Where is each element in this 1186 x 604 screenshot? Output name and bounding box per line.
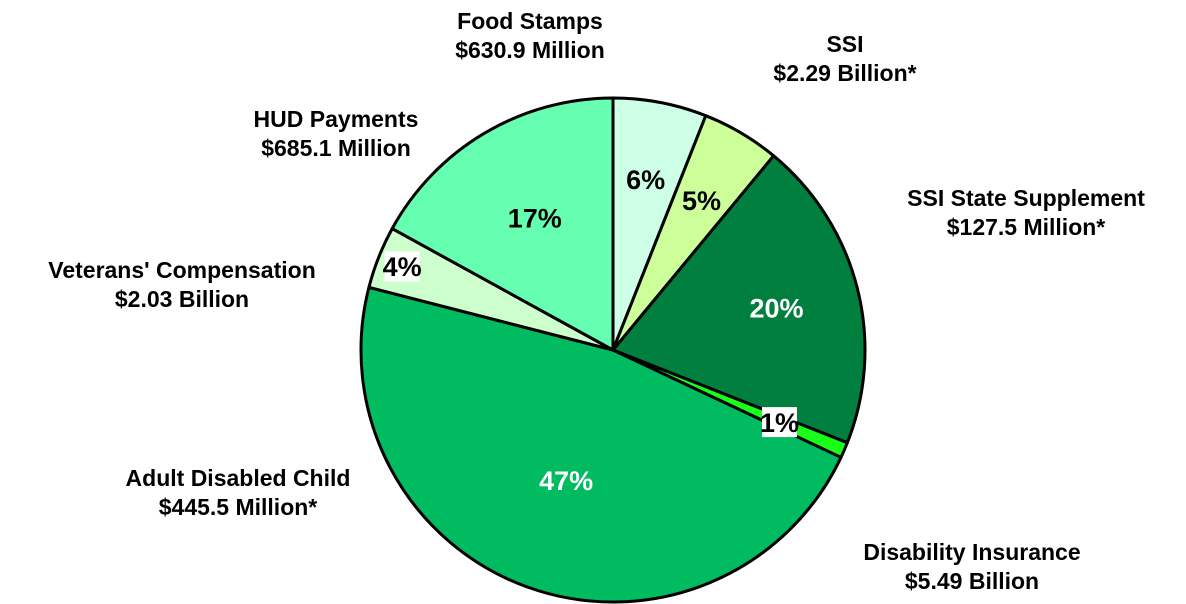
label-disability-insurance-name: Disability Insurance xyxy=(863,539,1081,565)
pct-label-text: 6% xyxy=(626,165,665,195)
pie-slice-veterans-compensation xyxy=(390,96,615,352)
pct-label-text: 47% xyxy=(539,466,593,496)
pct-label-veterans-compensation: 17% xyxy=(508,203,562,233)
label-hud-payments-name: HUD Payments xyxy=(253,106,419,132)
label-veterans-compensation-amount: $2.03 Billion xyxy=(114,286,250,312)
pct-label-text: 5% xyxy=(682,186,721,216)
label-disability-insurance-amount: $5.49 Billion xyxy=(904,568,1040,594)
label-veterans-compensation-name: Veterans' Compensation xyxy=(48,257,316,283)
label-veterans-compensation: Veterans' Compensation $2.03 Billion xyxy=(0,256,364,314)
pct-label-hud-payments: 6% xyxy=(626,165,665,195)
pct-label-ssi-state-supplement: 1% xyxy=(760,407,799,438)
pie-slice-ssi xyxy=(611,154,867,445)
pct-label-box xyxy=(762,407,797,438)
pct-label-text: 4% xyxy=(383,252,422,282)
label-hud-payments: HUD Payments $685.1 Million xyxy=(196,105,476,163)
label-ssi-amount: $2.29 Billion* xyxy=(773,60,917,86)
label-adult-disabled-child: Adult Disabled Child $445.5 Million* xyxy=(78,464,398,522)
label-ssi-name: SSI xyxy=(826,31,864,57)
pct-label-ssi: 20% xyxy=(749,294,803,324)
pct-label-food-stamps: 5% xyxy=(682,186,721,216)
pie-slice-disability-insurance xyxy=(359,285,843,604)
label-hud-payments-amount: $685.1 Million xyxy=(261,135,411,161)
label-ssi-state-supplement-amount: $127.5 Million* xyxy=(946,214,1106,240)
label-adult-disabled-child-amount: $445.5 Million* xyxy=(158,494,318,520)
pct-label-adult-disabled-child: 4% xyxy=(383,251,422,282)
pct-label-text: 20% xyxy=(749,294,803,324)
label-disability-insurance: Disability Insurance $5.49 Billion xyxy=(812,538,1132,596)
pct-label-text: 1% xyxy=(760,408,799,438)
pct-label-box xyxy=(384,251,420,282)
label-food-stamps: Food Stamps $630.9 Million xyxy=(390,7,670,65)
label-ssi: SSI $2.29 Billion* xyxy=(705,30,985,88)
label-adult-disabled-child-name: Adult Disabled Child xyxy=(125,465,351,491)
label-food-stamps-amount: $630.9 Million xyxy=(455,37,605,63)
label-ssi-state-supplement: SSI State Supplement $127.5 Million* xyxy=(866,184,1186,242)
pct-label-disability-insurance: 47% xyxy=(539,466,593,496)
pct-label-text: 17% xyxy=(508,203,562,233)
label-food-stamps-name: Food Stamps xyxy=(457,8,603,34)
label-ssi-state-supplement-name: SSI State Supplement xyxy=(907,185,1145,211)
